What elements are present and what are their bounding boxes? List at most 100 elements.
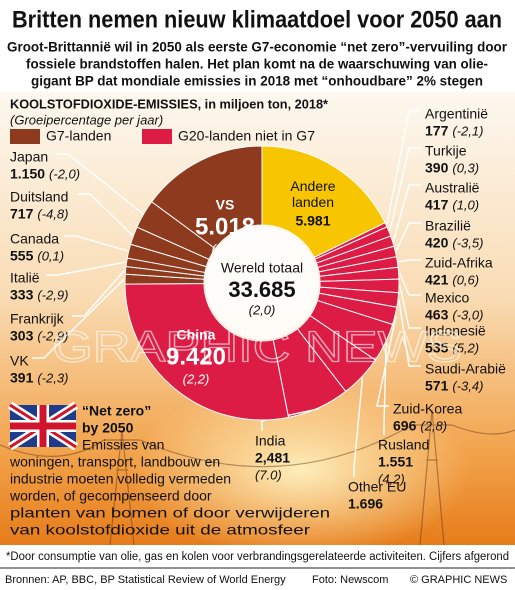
leader-line (353, 377, 364, 477)
growth-label: (-2,9) (37, 328, 68, 343)
value-label: 1.696 (348, 496, 383, 512)
box-text: planten van bomen of door verwijderen (10, 505, 330, 521)
donut-slice (150, 145, 263, 250)
leader-line (398, 300, 421, 367)
country-label: Italië (10, 270, 40, 286)
leader-line (389, 147, 421, 232)
donut-chart: G7-landen G20-landen niet in G7 Andere lan… (10, 106, 506, 512)
growth-label: (7.0) (255, 467, 282, 482)
growth-label: (2,8) (420, 418, 447, 433)
growth-label: (-4,8) (37, 206, 68, 221)
country-label: Turkije (425, 143, 467, 159)
country-label: Mexico (425, 290, 470, 306)
growth-label: (0,6) (452, 272, 479, 287)
leader-line (46, 261, 126, 276)
value-label: 390 (425, 160, 449, 176)
country-label: Andere landen (290, 178, 336, 210)
country-label: Rusland (378, 437, 429, 453)
growth-label: (-2,1) (452, 123, 483, 138)
country-label: Duitsland (10, 189, 68, 205)
leader-line (261, 407, 320, 431)
country-label: Argentinië (425, 106, 488, 122)
box-text: van koolstofdioxide uit de atmosfeer (10, 522, 310, 538)
leader-line (72, 269, 126, 317)
country-label: Zuid-Afrika (425, 255, 493, 271)
total-growth: (2,0) (249, 302, 276, 317)
country-label: India (255, 433, 286, 449)
growth-label: (-2,0) (49, 166, 80, 181)
donut-slice (261, 145, 386, 259)
donut-slice (124, 282, 290, 421)
country-label: China (177, 327, 216, 343)
centre-disc (205, 226, 319, 340)
box-text: industrie moeten volledig vermeden (10, 471, 231, 487)
sun-glow (130, 380, 470, 560)
leader-line (56, 153, 144, 215)
growth-label: (2,2) (183, 371, 210, 386)
value-label: 420 (425, 235, 449, 251)
growth-label: (0,3) (452, 160, 479, 175)
value-label: 9.420 (166, 343, 226, 370)
value-label: 177 (425, 123, 449, 139)
country-label: Zuid-Korea (393, 401, 462, 417)
value-label: 1.150 (10, 166, 45, 182)
value-label: 333 (10, 287, 34, 303)
box-heading: by 2050 (82, 420, 134, 436)
leader-line (399, 285, 421, 329)
box-text: Emissies van (82, 437, 164, 453)
value-label: 535 (425, 340, 449, 356)
legend-label: G7-landen (46, 128, 111, 144)
growth-label: (5,2) (452, 340, 479, 355)
value-label: 717 (10, 206, 34, 222)
sources: Bronnen: AP, BBC, BP Statistical Review … (5, 574, 286, 586)
leader-line (395, 222, 421, 252)
photo-credit: Foto: Newscom (312, 574, 388, 586)
country-label: Japan (10, 149, 48, 165)
country-label: Australië (425, 180, 480, 196)
legend-swatch (10, 129, 40, 144)
growth-label: (-2,9) (37, 287, 68, 302)
country-label-box: Andere landen (290, 178, 336, 210)
subtitle-line: gigant BP dat mondiale emissies in 2018 … (31, 73, 483, 89)
watermark: GRAPHIC NEWS (52, 323, 462, 372)
growth-label: (-3,5) (452, 235, 483, 250)
value-label: 1.551 (378, 454, 413, 470)
leader-line (78, 193, 134, 236)
country-label: Other EU (348, 479, 406, 495)
growth-label: (4,2) (378, 471, 405, 486)
growth-label: (-3,4) (452, 378, 483, 393)
leader-line (399, 272, 421, 296)
value-label: 5.981 (295, 213, 330, 229)
chart-subtitle: (Groeipercentage per jaar) (10, 112, 163, 127)
value-label: 571 (425, 378, 449, 394)
box-heading: “Net zero” (82, 403, 151, 419)
uk-flag (7, 401, 79, 451)
country-label: Indonesië (425, 323, 486, 339)
leader-line (32, 278, 125, 359)
footnote: *Door consumptie van olie, gas en kolen … (6, 551, 509, 563)
legend-label: G20-landen niet in G7 (178, 128, 315, 144)
country-label: Brazilië (425, 218, 471, 234)
subtitle-line: Groot-Brittannië wil in 2050 als eerste … (7, 39, 508, 55)
leader-line (392, 184, 421, 242)
value-label: 391 (10, 370, 34, 386)
value-label: 555 (10, 248, 34, 264)
country-label: Saudi-Arabië (425, 361, 506, 377)
country-label: Frankrijk (10, 311, 65, 327)
leader-line (386, 110, 421, 225)
total-value: 33.685 (228, 277, 295, 302)
country-label: VS (216, 197, 235, 213)
leader-line (398, 259, 421, 263)
leader-line (64, 235, 128, 252)
growth-label: (-3,0) (452, 307, 483, 322)
subtitle-line: fossiele brandstoffen halen. Het plan ko… (26, 56, 488, 72)
value-label: 417 (425, 197, 449, 213)
total-label: Wereld totaal (221, 260, 303, 276)
country-label: Canada (10, 231, 59, 247)
value-label: 421 (425, 272, 449, 288)
box-text: worden, of gecompenseerd door (9, 488, 212, 504)
country-label: VK (10, 353, 29, 369)
value-label: 2,481 (255, 450, 290, 466)
leader-line (383, 343, 387, 435)
